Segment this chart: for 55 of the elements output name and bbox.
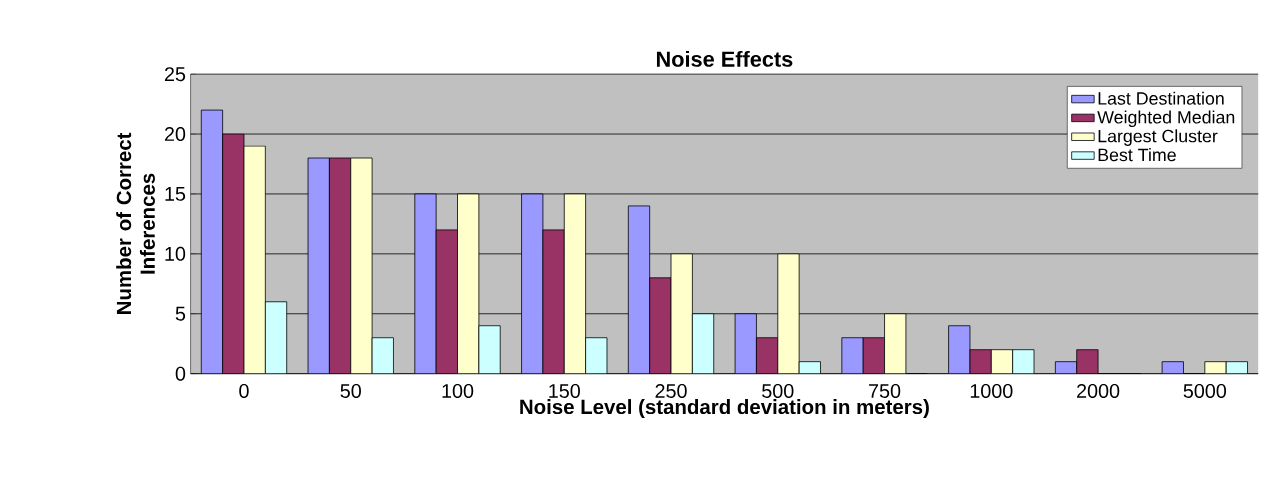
bar — [435, 229, 458, 374]
y-tick-label: 20 — [164, 126, 186, 141]
x-tick-label: 100 — [442, 383, 474, 398]
bar — [777, 253, 800, 374]
x-tick-label: 0 — [239, 383, 249, 398]
x-tick-label: 500 — [762, 383, 794, 398]
bar — [478, 325, 501, 374]
bar — [756, 337, 779, 374]
legend-label: Largest Cluster — [1098, 129, 1218, 146]
x-tick-label: 5000 — [1183, 383, 1227, 398]
x-axis-title: Noise Level (standard deviation in meters) — [520, 398, 929, 418]
y-tick-label: 10 — [165, 246, 186, 261]
bar — [1204, 361, 1227, 374]
x-tick-label: 1000 — [970, 383, 1013, 398]
bar — [414, 193, 437, 374]
x-tick-label: 50 — [340, 383, 361, 398]
bar — [627, 205, 651, 374]
x-tick-label: 150 — [549, 383, 580, 398]
x-tick-label: 750 — [869, 383, 901, 398]
bar — [307, 157, 330, 374]
bar — [521, 193, 544, 374]
bar — [990, 349, 1014, 374]
bar — [264, 301, 288, 374]
bar — [734, 313, 757, 374]
y-tick-label: 0 — [175, 366, 186, 381]
bar — [969, 349, 992, 374]
y-axis-title: Number of Correct Inferences — [116, 132, 155, 314]
bar — [884, 313, 907, 374]
y-tick-label: 25 — [164, 67, 186, 82]
bar — [691, 313, 715, 374]
bar — [1076, 349, 1099, 374]
bar — [350, 157, 373, 374]
x-tick-label: 250 — [655, 383, 687, 398]
legend-label: Best Time — [1098, 148, 1176, 162]
bar — [200, 109, 224, 374]
legend-label: Last Destination — [1098, 91, 1224, 105]
chart-title: Noise Effects — [656, 50, 793, 67]
legend-label: Weighted Median — [1097, 110, 1235, 127]
bar — [948, 325, 971, 374]
bar — [862, 337, 885, 374]
bar — [371, 337, 394, 374]
y-tick-label: 15 — [165, 186, 186, 201]
x-tick-label: 2000 — [1077, 383, 1120, 398]
bar — [649, 277, 672, 374]
bar — [457, 193, 480, 374]
bar — [328, 157, 352, 374]
bar — [563, 193, 587, 374]
y-tick-label: 5 — [175, 306, 186, 321]
bar — [670, 253, 693, 374]
bar — [585, 337, 608, 374]
bar — [243, 145, 266, 374]
bar — [542, 229, 565, 374]
bar — [841, 337, 864, 374]
bar — [1012, 349, 1035, 374]
bar — [222, 133, 245, 374]
